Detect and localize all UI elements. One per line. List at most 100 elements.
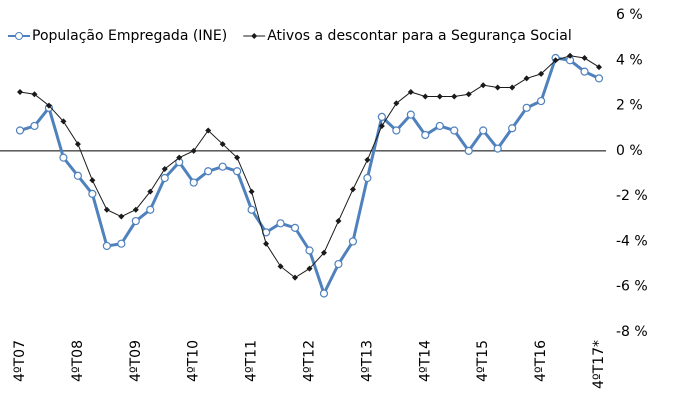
point bbox=[146, 205, 155, 214]
point bbox=[30, 121, 39, 131]
point bbox=[335, 218, 342, 225]
y-tick-label: -6 % bbox=[616, 279, 648, 295]
point bbox=[290, 223, 300, 232]
x-tick-label: 4ºT15 bbox=[475, 340, 491, 382]
point bbox=[233, 167, 242, 176]
point bbox=[176, 154, 183, 161]
point bbox=[596, 64, 602, 71]
point bbox=[422, 93, 429, 100]
point bbox=[305, 246, 314, 255]
x-tick-label: 4ºT14 bbox=[417, 340, 433, 382]
point bbox=[594, 74, 604, 83]
point bbox=[131, 216, 140, 226]
point bbox=[406, 110, 415, 119]
point bbox=[435, 121, 444, 131]
point bbox=[552, 57, 559, 64]
point bbox=[160, 173, 169, 183]
point bbox=[567, 52, 574, 59]
point bbox=[234, 154, 241, 161]
point bbox=[465, 91, 472, 98]
legend-marker bbox=[251, 33, 258, 39]
y-tick-label: -4 % bbox=[616, 233, 648, 249]
point bbox=[60, 118, 67, 125]
point bbox=[204, 167, 213, 176]
point bbox=[393, 100, 400, 107]
y-tick-label: 6 % bbox=[616, 7, 643, 23]
point bbox=[451, 93, 458, 100]
point bbox=[349, 186, 356, 193]
x-tick-label: 4ºT09 bbox=[128, 340, 144, 382]
point bbox=[89, 177, 96, 184]
point bbox=[464, 146, 473, 155]
point bbox=[15, 126, 25, 135]
y-tick-label: -8 % bbox=[616, 324, 648, 340]
point bbox=[334, 259, 343, 269]
point bbox=[247, 205, 256, 214]
point bbox=[581, 55, 588, 62]
point bbox=[508, 124, 517, 133]
x-tick-label: 4ºT12 bbox=[302, 340, 318, 382]
point bbox=[479, 126, 488, 135]
point bbox=[436, 93, 443, 100]
point bbox=[17, 88, 23, 95]
point bbox=[117, 239, 126, 248]
point bbox=[364, 156, 371, 163]
point bbox=[263, 240, 270, 247]
point bbox=[480, 82, 487, 89]
point bbox=[118, 213, 125, 220]
point bbox=[205, 127, 212, 134]
point bbox=[319, 289, 329, 298]
point bbox=[522, 103, 531, 112]
point bbox=[378, 122, 385, 129]
point bbox=[450, 126, 459, 135]
point bbox=[219, 141, 226, 148]
x-tick-label: 4ºT13 bbox=[359, 340, 375, 382]
point bbox=[276, 219, 285, 228]
point bbox=[74, 141, 81, 148]
legend-marker bbox=[15, 32, 23, 40]
point bbox=[277, 263, 284, 270]
legend-label: Ativos a descontar para a Segurança Soci… bbox=[267, 28, 572, 44]
y-tick-label: -2 % bbox=[616, 188, 648, 204]
point bbox=[348, 237, 358, 246]
point bbox=[45, 102, 52, 109]
point bbox=[377, 112, 386, 121]
point bbox=[509, 84, 516, 91]
point bbox=[363, 173, 372, 183]
point bbox=[161, 165, 168, 172]
point bbox=[421, 130, 430, 140]
point bbox=[88, 189, 97, 198]
point bbox=[189, 178, 198, 187]
x-tick-label: 4ºT17* bbox=[591, 340, 607, 389]
point bbox=[523, 75, 530, 82]
point bbox=[320, 249, 327, 256]
point bbox=[392, 126, 401, 135]
point bbox=[580, 67, 589, 76]
y-tick-label: 2 % bbox=[616, 98, 643, 114]
x-tick-label: 4ºT07 bbox=[12, 340, 28, 382]
y-tick-label: 4 % bbox=[616, 52, 643, 68]
point bbox=[73, 171, 83, 180]
point bbox=[31, 91, 38, 98]
point bbox=[190, 147, 197, 154]
point bbox=[292, 274, 299, 281]
point bbox=[494, 84, 501, 91]
point bbox=[248, 188, 255, 195]
point bbox=[147, 188, 154, 195]
x-tick-label: 4ºT08 bbox=[70, 340, 86, 382]
point bbox=[538, 70, 545, 77]
point bbox=[493, 144, 502, 153]
series-line bbox=[19, 56, 600, 298]
point bbox=[536, 96, 546, 106]
point bbox=[103, 206, 110, 213]
point bbox=[407, 88, 414, 95]
legend-label: População Empregada (INE) bbox=[32, 28, 227, 44]
point bbox=[132, 206, 139, 213]
y-tick-label: 0 % bbox=[616, 143, 643, 159]
point bbox=[59, 153, 68, 162]
point bbox=[306, 265, 313, 272]
x-tick-label: 4ºT11 bbox=[244, 340, 260, 382]
point bbox=[102, 241, 111, 251]
x-tick-label: 4ºT10 bbox=[186, 340, 202, 382]
